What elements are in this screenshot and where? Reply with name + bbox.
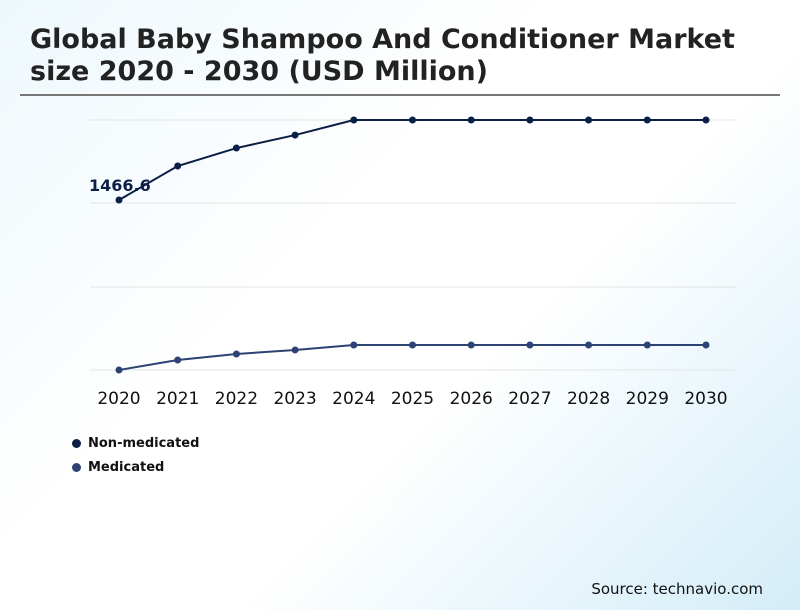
data-point bbox=[174, 162, 182, 170]
data-point bbox=[232, 144, 240, 152]
data-point bbox=[585, 116, 593, 124]
x-tick-label: 2025 bbox=[391, 389, 434, 409]
data-point bbox=[409, 341, 416, 349]
legend-item-non-medicated: Non-medicated bbox=[72, 436, 199, 451]
legend-label: Medicated bbox=[88, 460, 165, 475]
x-tick-label: 2023 bbox=[273, 389, 316, 409]
x-tick-label: 2026 bbox=[450, 389, 493, 409]
source-note: Source: technavio.com bbox=[591, 580, 763, 598]
legend-label: Non-medicated bbox=[88, 436, 200, 451]
data-point bbox=[467, 116, 475, 124]
legend-item-medicated: Medicated bbox=[72, 460, 164, 475]
data-point bbox=[643, 116, 651, 124]
title-divider bbox=[20, 94, 780, 96]
data-point bbox=[232, 350, 240, 358]
legend-marker-icon bbox=[72, 439, 81, 448]
x-tick-label: 2028 bbox=[567, 389, 610, 409]
data-point bbox=[291, 346, 299, 354]
legend-marker-icon bbox=[72, 463, 81, 472]
data-point bbox=[350, 116, 358, 124]
x-tick-label: 2020 bbox=[97, 389, 140, 409]
x-tick-label: 2024 bbox=[332, 389, 375, 409]
x-tick-label: 2029 bbox=[626, 389, 669, 409]
data-point bbox=[350, 341, 358, 349]
x-tick-label: 2030 bbox=[684, 389, 727, 409]
data-point bbox=[702, 341, 710, 349]
x-tick-label: 2022 bbox=[215, 389, 258, 409]
chart-title: Global Baby Shampoo And Conditioner Mark… bbox=[30, 24, 735, 87]
series-line-1 bbox=[118, 343, 706, 371]
data-point bbox=[409, 116, 416, 124]
data-point bbox=[115, 366, 123, 374]
data-point bbox=[585, 341, 593, 349]
data-point bbox=[702, 116, 710, 124]
data-point bbox=[174, 356, 182, 364]
x-tick-label: 2021 bbox=[156, 389, 199, 409]
data-point bbox=[115, 196, 123, 204]
data-point bbox=[526, 341, 534, 349]
data-point bbox=[643, 341, 651, 349]
data-label: 1466.6 bbox=[89, 176, 151, 195]
x-tick-label: 2027 bbox=[508, 389, 551, 409]
series-line-0 bbox=[118, 119, 706, 201]
data-point bbox=[467, 341, 475, 349]
data-point bbox=[526, 116, 534, 124]
data-point bbox=[291, 131, 299, 139]
